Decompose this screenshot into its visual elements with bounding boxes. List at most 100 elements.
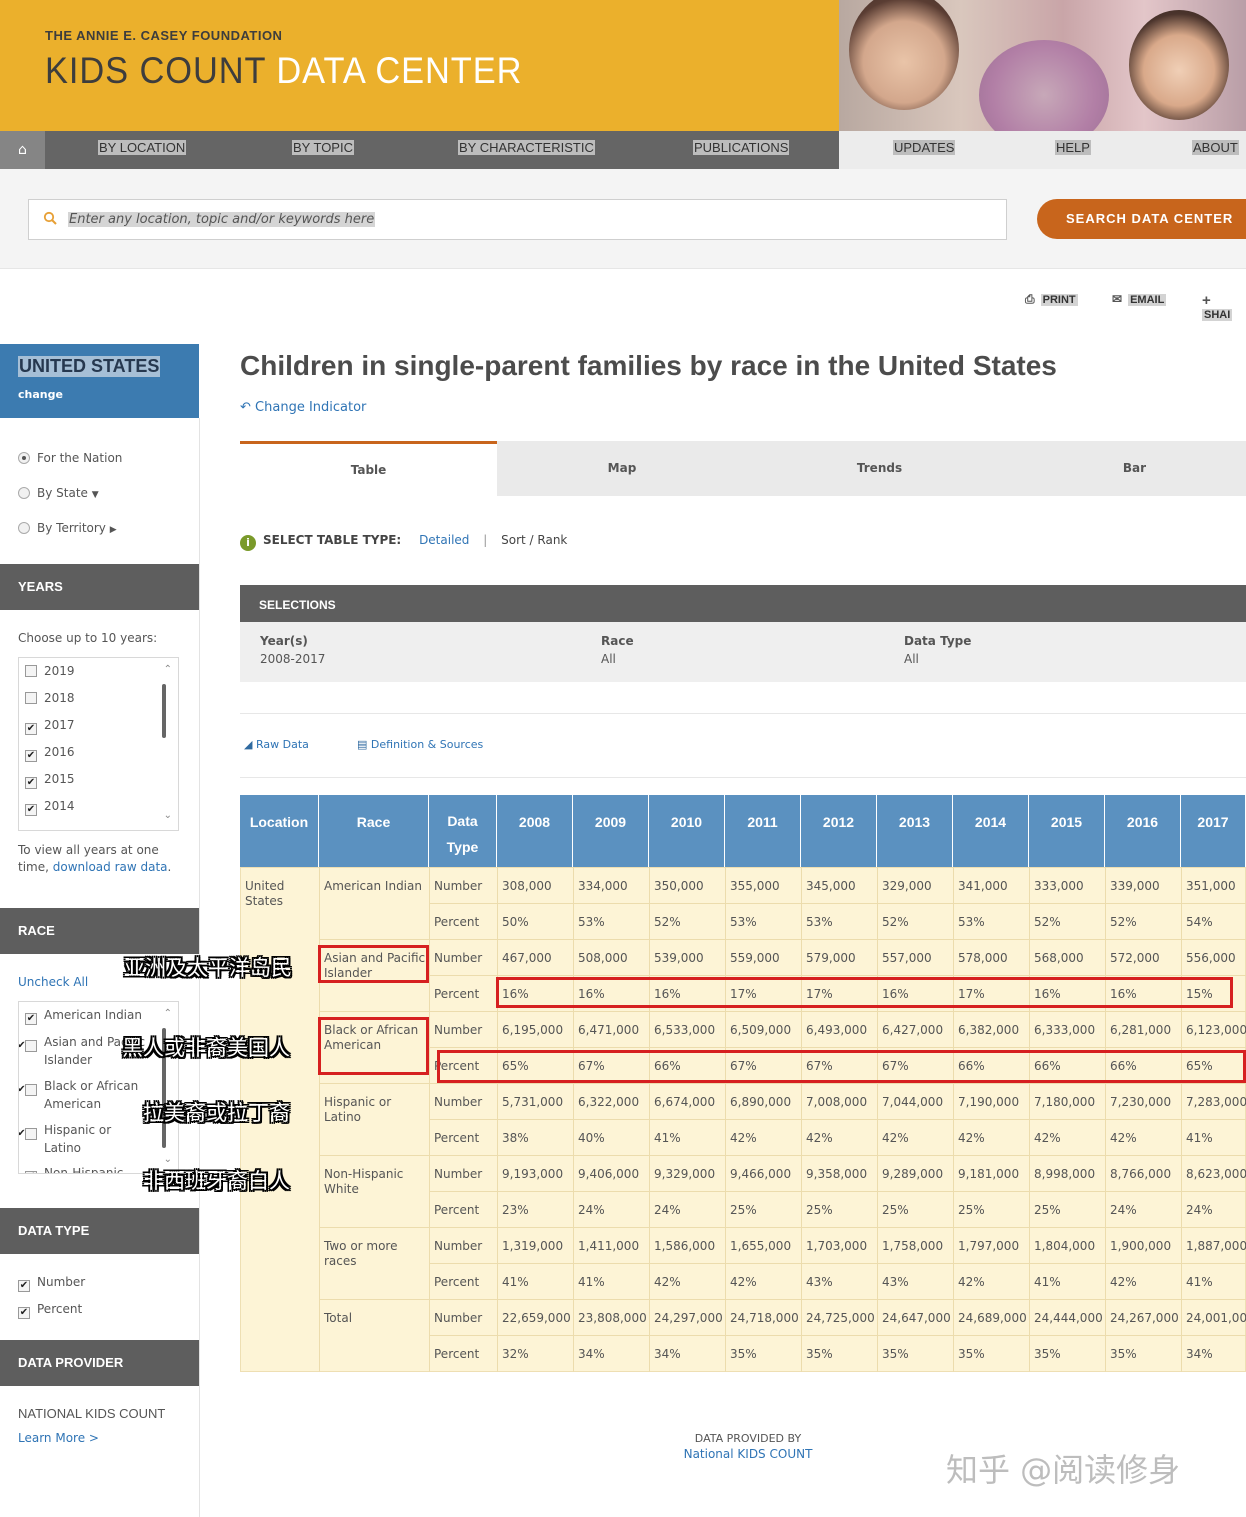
column-header[interactable]: 2008	[497, 795, 573, 867]
race-option[interactable]: ✔ Non-Hispanic	[25, 1165, 123, 1173]
table-cell: 308,000	[502, 879, 552, 893]
radio-by-state[interactable]: By State ▼	[18, 486, 99, 500]
column-header[interactable]: 2013	[877, 795, 953, 867]
race-option[interactable]: ✔ American Indian	[25, 1007, 142, 1025]
nav-about[interactable]: ABOUT	[1192, 140, 1239, 155]
race-option[interactable]: ✔ Asian and Pacific Islander	[19, 1034, 155, 1069]
column-header[interactable]: 2009	[573, 795, 649, 867]
scrollbar-thumb[interactable]	[162, 684, 166, 738]
nav-updates[interactable]: UPDATES	[893, 140, 956, 155]
search-input[interactable]: Enter any location, topic and/or keyword…	[28, 199, 1007, 240]
column-header[interactable]: 2016	[1105, 795, 1181, 867]
data-type-cell: Percent	[434, 1275, 480, 1289]
provider-link[interactable]: National KIDS COUNT	[683, 1447, 813, 1461]
learn-more-link[interactable]: Learn More >	[18, 1431, 99, 1445]
checkbox-icon	[25, 665, 37, 677]
data-type-number[interactable]: ✔ Number	[18, 1274, 85, 1292]
nav-help[interactable]: HELP	[1055, 140, 1091, 155]
column-header[interactable]: Race	[319, 795, 429, 867]
radio-for-the-nation[interactable]: For the Nation	[18, 451, 122, 465]
column-header[interactable]: 2017	[1181, 795, 1246, 867]
race-option[interactable]: ✔ Hispanic or Latino	[19, 1122, 135, 1157]
table-cell: 53%	[806, 915, 833, 929]
year-option[interactable]: ✔ 2015	[25, 771, 75, 789]
location-change-link[interactable]: change	[18, 388, 63, 401]
scroll-up-icon[interactable]: ⌃	[163, 664, 172, 675]
scroll-down-icon[interactable]: ⌄	[163, 810, 172, 821]
brand-part-1: KIDS COUNT	[45, 50, 266, 91]
column-header[interactable]: Data Type	[429, 795, 497, 867]
table-cell: 41%	[1186, 1131, 1213, 1145]
table-cell: 41%	[1186, 1275, 1213, 1289]
year-option[interactable]: 2019	[25, 663, 75, 680]
table-cell: 53%	[958, 915, 985, 929]
annotation-label: 拉美裔或拉丁裔	[143, 1101, 290, 1125]
year-option[interactable]: ✔ 2017	[25, 717, 75, 735]
tab-bar[interactable]: Bar	[1122, 461, 1147, 475]
caret-down-icon: ▼	[91, 490, 99, 500]
year-option[interactable]: ✔ 2016	[25, 744, 75, 762]
table-cell: 35%	[958, 1347, 985, 1361]
column-header[interactable]: 2014	[953, 795, 1029, 867]
year-option[interactable]: ✔ 2014	[25, 798, 75, 816]
home-icon[interactable]: ⌂	[0, 131, 45, 169]
table-cell: 6,382,000	[958, 1023, 1020, 1037]
row-divider	[319, 1299, 1246, 1300]
nav-publications[interactable]: PUBLICATIONS	[693, 140, 790, 155]
table-cell: 41%	[1034, 1275, 1061, 1289]
scrollbar-thumb[interactable]	[162, 1028, 166, 1148]
scroll-up-icon[interactable]: ⌃	[163, 1008, 172, 1019]
download-raw-data-link[interactable]: download raw data	[52, 860, 168, 874]
scroll-down-icon[interactable]: ⌄	[163, 1154, 172, 1165]
race-line: Non-Hispanic	[324, 1167, 404, 1181]
data-type-percent[interactable]: ✔ Percent	[18, 1301, 82, 1319]
site-logo[interactable]: KIDS COUNT DATA CENTER	[45, 50, 522, 92]
data-type-cell: Percent	[434, 1059, 480, 1073]
nav-by-characteristic[interactable]: BY CHARACTERISTIC	[458, 140, 595, 155]
year-option[interactable]: 2018	[25, 690, 75, 707]
table-cell: 9,289,000	[882, 1167, 944, 1181]
table-cell: 65%	[502, 1059, 529, 1073]
years-listbox[interactable]: 2019 2018 ✔ 2017 ✔ 2016 ✔ 2015 ✔ 2014 ⌃ ⌄	[18, 657, 179, 831]
column-header[interactable]: Location	[240, 795, 319, 867]
print-button[interactable]: ⎙ PRINT	[1025, 292, 1078, 307]
checkbox-checked-icon: ✔	[25, 777, 37, 789]
table-cell: 557,000	[882, 951, 932, 965]
uncheck-all-link[interactable]: Uncheck All	[18, 975, 89, 989]
tab-map[interactable]: Map	[607, 461, 637, 475]
tab-table[interactable]: Table	[240, 441, 497, 496]
tab-trends[interactable]: Trends	[856, 461, 903, 475]
location-line: States	[245, 894, 284, 908]
nav-by-topic[interactable]: BY TOPIC	[292, 140, 354, 155]
table-cell: 42%	[1110, 1275, 1137, 1289]
row-divider	[429, 975, 1246, 976]
race-line: White	[324, 1182, 359, 1196]
change-indicator-link[interactable]: ↶ Change Indicator	[240, 400, 366, 415]
share-button[interactable]: +SHAI	[1202, 292, 1246, 321]
checkbox-checked-icon: ✔	[18, 1307, 30, 1319]
table-type-sort-rank[interactable]: Sort / Rank	[501, 533, 568, 547]
definitions-link[interactable]: ▤ Definition & Sources	[357, 738, 483, 751]
column-header[interactable]: 2011	[725, 795, 801, 867]
table-cell: 25%	[958, 1203, 985, 1217]
column-header[interactable]: 2010	[649, 795, 725, 867]
race-option[interactable]: ✔ Black or African American	[19, 1078, 155, 1113]
table-cell: 24,725,000	[806, 1311, 875, 1325]
race-listbox[interactable]: ✔ American Indian ✔ Asian and Pacific Isla…	[18, 1001, 179, 1174]
column-header[interactable]: 2015	[1029, 795, 1105, 867]
brand-part-2: DATA CENTER	[276, 50, 523, 91]
info-icon[interactable]: i	[240, 535, 256, 551]
table-type-detailed[interactable]: Detailed	[419, 533, 470, 547]
email-button[interactable]: ✉ EMAIL	[1112, 292, 1167, 306]
search-button[interactable]: SEARCH DATA CENTER	[1037, 199, 1246, 239]
column-header[interactable]: 2012	[801, 795, 877, 867]
header-banner	[0, 0, 839, 131]
table-cell: 42%	[730, 1275, 757, 1289]
table-cell: 24%	[1110, 1203, 1137, 1217]
raw-data-label: Raw Data	[255, 738, 309, 751]
table-cell: 52%	[1110, 915, 1137, 929]
radio-by-territory[interactable]: By Territory ▶	[18, 521, 117, 535]
row-divider	[319, 1083, 1246, 1084]
raw-data-link[interactable]: ◢ Raw Data	[244, 738, 309, 751]
nav-by-location[interactable]: BY LOCATION	[98, 140, 187, 155]
